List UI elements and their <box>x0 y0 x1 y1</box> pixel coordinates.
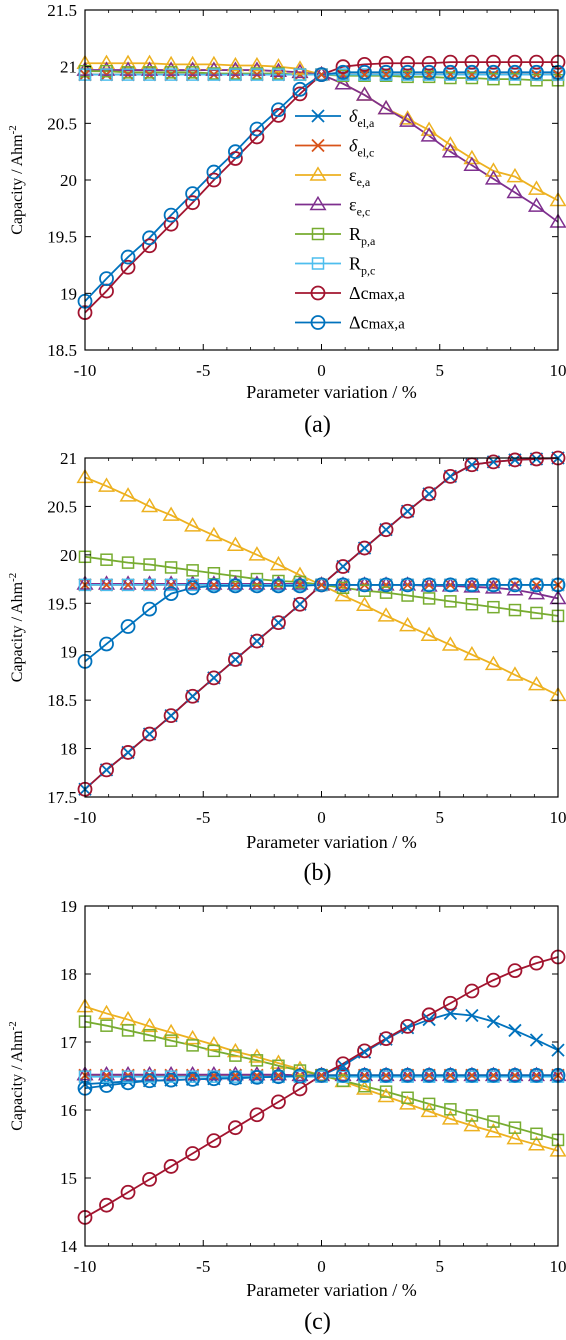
legend-label-8: Δcmax,a <box>349 313 405 333</box>
y-tick-label: 14 <box>60 1237 78 1256</box>
y-tick-label: 20 <box>60 171 77 190</box>
x-tick-label: 5 <box>436 1257 445 1276</box>
y-tick-label: 18 <box>60 965 77 984</box>
y-tick-label: 19 <box>60 284 77 303</box>
series-markers-7 <box>79 56 565 319</box>
y-tick-label: 16 <box>60 1101 77 1120</box>
legend-label-sub: max,a <box>369 317 406 333</box>
legend-label-sub: e,c <box>357 205 371 219</box>
legend-label-3: εe,a <box>349 165 371 189</box>
x-tick-label: -5 <box>196 361 210 380</box>
x-tick-label: -10 <box>74 1257 97 1276</box>
x-tick-label: 0 <box>317 361 326 380</box>
y-tick-label: 20 <box>60 546 77 565</box>
legend-label-5: Rp,a <box>349 224 376 248</box>
y-axis-label-exponent: -2 <box>7 1021 19 1030</box>
x-tick-label: -10 <box>74 808 97 827</box>
series-line-7 <box>85 62 558 312</box>
y-axis-label: Capacity / Ahm-2 <box>7 573 26 683</box>
series-markers-8 <box>79 66 565 308</box>
y-tick-label: 20.5 <box>47 114 77 133</box>
legend-label-main: Δc <box>349 283 369 303</box>
legend-label-sub: p,c <box>361 264 375 278</box>
x-tick-label: -5 <box>196 1257 210 1276</box>
y-tick-label: 18.5 <box>47 691 77 710</box>
legend-label-1: δel,a <box>349 106 375 130</box>
legend-label-sub: max,a <box>369 287 406 303</box>
x-tick-label: 10 <box>550 808 566 827</box>
y-tick-label: 21 <box>60 449 77 468</box>
x-tick-label: 5 <box>436 361 445 380</box>
legend-label-2: δel,c <box>349 136 374 160</box>
y-tick-label: 20.5 <box>47 497 77 516</box>
y-tick-label: 19.5 <box>47 228 77 247</box>
y-axis-label: Capacity / Ahm-2 <box>7 125 26 235</box>
legend-label-sub: p,a <box>361 234 376 248</box>
x-axis-label: Parameter variation / % <box>246 832 416 852</box>
legend-label-main: Δc <box>349 313 369 333</box>
y-tick-label: 18.5 <box>47 341 77 360</box>
chart-panel-2: -10 -5 0 5 10 17.5 18 18.5 19 19.5 20 20.5 21 Paramet… <box>7 449 566 886</box>
y-tick-label: 19 <box>60 897 77 916</box>
x-axis-label: Parameter variation / % <box>246 382 416 402</box>
y-tick-label: 21.5 <box>47 1 77 20</box>
legend-label-sub: e,a <box>357 175 371 189</box>
y-tick-label: 15 <box>60 1169 77 1188</box>
y-tick-label: 17.5 <box>47 788 77 807</box>
y-tick-label: 19.5 <box>47 594 77 613</box>
chart-panel-3: -10 -5 0 5 10 14 15 16 17 18 19 Parameter variation… <box>7 897 566 1335</box>
chart-panel-1: -10 -5 0 5 10 18.5 19 19.5 20 20.5 21 21.5 Parameter… <box>7 1 566 438</box>
series-markers-8 <box>79 578 565 668</box>
series-line-8 <box>85 72 558 301</box>
legend-label-6: Rp,c <box>349 254 375 278</box>
x-tick-label: 10 <box>550 1257 566 1276</box>
y-axis-label-exponent: -2 <box>7 573 19 582</box>
legend-label-main: R <box>349 224 361 244</box>
legend-marker-4 <box>311 197 325 209</box>
x-tick-label: 5 <box>436 808 445 827</box>
y-tick-label: 17 <box>60 1033 78 1052</box>
legend-label-main: R <box>349 254 361 274</box>
y-axis-label: Capacity / Ahm-2 <box>7 1021 26 1131</box>
y-tick-label: 21 <box>60 58 77 77</box>
panel-caption: (a) <box>304 412 331 438</box>
x-tick-label: 0 <box>317 1257 326 1276</box>
y-axis-label-exponent: -2 <box>7 125 19 134</box>
data-point-3-20 <box>486 164 500 176</box>
x-axis-label: Parameter variation / % <box>246 1280 416 1300</box>
x-tick-label: 0 <box>317 808 326 827</box>
panel-caption: (b) <box>304 860 332 886</box>
series-line-8 <box>85 585 558 662</box>
y-tick-label: 19 <box>60 643 77 662</box>
legend-label-sub: el,c <box>357 146 374 160</box>
legend-marker-3 <box>311 168 325 180</box>
y-tick-label: 18 <box>60 740 77 759</box>
x-tick-label: 10 <box>550 361 566 380</box>
legend-label-sub: el,a <box>357 116 375 130</box>
data-point-3-4 <box>142 499 156 511</box>
x-tick-label: -5 <box>196 808 210 827</box>
panel-caption: (c) <box>304 1309 331 1335</box>
legend-label-7: Δcmax,a <box>349 283 405 303</box>
x-tick-label: -10 <box>74 361 97 380</box>
legend-label-4: εe,c <box>349 195 370 219</box>
